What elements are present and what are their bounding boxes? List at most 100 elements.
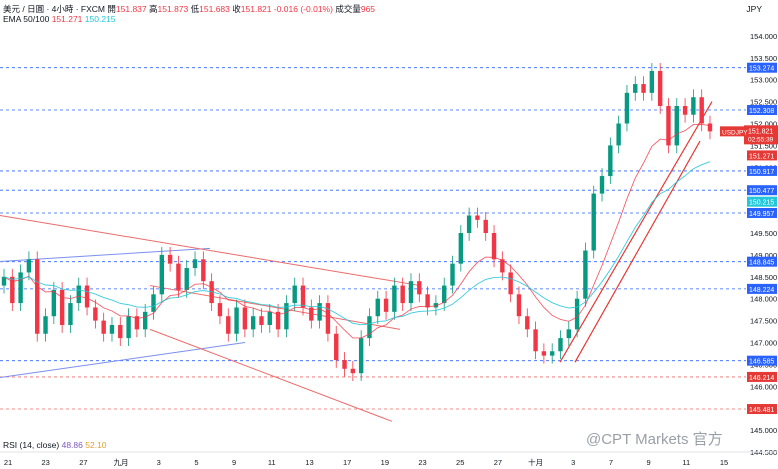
volume-label: 成交量 — [335, 4, 361, 14]
candle-body — [608, 145, 613, 177]
ema100-price-tag — [747, 196, 777, 207]
rsi-label: RSI (14, close) — [3, 440, 60, 450]
volume-value: 965 — [360, 4, 376, 14]
candle-body — [533, 329, 538, 352]
candle-body — [400, 285, 405, 304]
price-level-tag — [747, 256, 777, 267]
candle-body — [68, 303, 73, 325]
candle-body — [26, 259, 32, 273]
candle-body — [657, 70, 663, 106]
candle-body — [425, 294, 430, 308]
price-level-label: 148.845 — [749, 260, 774, 267]
channel-bottom-line — [0, 342, 246, 379]
price-level-tag — [747, 185, 777, 196]
price-level-label: 149.957 — [749, 211, 774, 218]
candle-body — [633, 84, 638, 93]
y-tick-label: 153.500 — [750, 54, 777, 63]
low-value: 151.683 — [199, 4, 230, 14]
y-tick-label: 154.000 — [750, 32, 777, 41]
x-tick-label: 3 — [571, 458, 575, 467]
y-tick-label: 148.000 — [750, 295, 777, 304]
currency-label: JPY — [746, 4, 762, 14]
close-label: 收 — [232, 4, 241, 14]
candle-body — [76, 285, 81, 304]
candle-body — [682, 105, 688, 115]
rsi-value-1: 48.86 — [61, 440, 83, 450]
x-tick-label: 11 — [682, 458, 690, 467]
countdown-timer: 02:55:39 — [748, 136, 774, 143]
candle-body — [541, 351, 547, 356]
candle-body — [574, 298, 580, 330]
candle-body — [259, 316, 264, 325]
y-tick-label: 147.000 — [750, 339, 777, 348]
price-level-label: 150.917 — [749, 169, 774, 176]
rsi-legend[interactable]: RSI (14, close) 48.86 52.10 — [3, 440, 107, 450]
price-level-label: 153.274 — [749, 66, 774, 73]
y-tick-label: 145.000 — [750, 426, 777, 435]
candle-body — [450, 263, 455, 286]
ohlc-header: 美元 / 日圓 · 4小時 · FXCM 開151.837 高151.873 低… — [3, 3, 375, 15]
ema-legend[interactable]: EMA 50/100 151.271 150.215 — [3, 14, 116, 24]
ema50-price-label: 151.271 — [749, 153, 774, 160]
price-level-tag — [747, 371, 777, 382]
candle-body — [358, 338, 364, 374]
ema100-value: 150.215 — [84, 14, 116, 24]
open-value: 151.837 — [115, 4, 147, 14]
candle-body — [10, 276, 15, 304]
price-axis-bg — [746, 0, 778, 469]
x-tick-label: 23 — [42, 458, 50, 467]
price-level-label: 146.585 — [749, 359, 774, 366]
x-tick-label: 3 — [157, 458, 161, 467]
price-level-tag — [747, 62, 777, 73]
symbol-title: 美元 / 日圓 · 4小時 · FXCM — [3, 4, 106, 14]
candle-body — [599, 176, 605, 194]
candle-body — [583, 250, 588, 299]
y-tick-label: 151.500 — [750, 141, 777, 150]
last-price-tag — [744, 125, 778, 145]
candle-body — [375, 298, 380, 317]
candle-body — [691, 97, 696, 115]
candle-body — [134, 316, 140, 330]
rsi-value-2: 52.10 — [85, 440, 107, 450]
candle-body — [516, 294, 522, 317]
price-level-tag — [747, 355, 777, 366]
candle-body — [109, 324, 115, 334]
candle-body — [267, 311, 272, 325]
ema50-price-tag — [747, 150, 777, 161]
candle-body — [84, 285, 90, 308]
candle-body — [408, 281, 414, 304]
candle-body — [641, 84, 646, 93]
price-level-tag — [747, 207, 777, 218]
candle-body — [392, 285, 397, 312]
candle-body — [126, 316, 131, 339]
x-tick-label: 九月 — [114, 458, 129, 467]
candle-body — [217, 303, 223, 317]
high-value: 151.873 — [157, 4, 189, 14]
last-price-value: 151.821 — [748, 128, 773, 135]
y-tick-label: 149.500 — [750, 229, 777, 238]
candle-body — [525, 316, 530, 330]
y-tick-label: 146.000 — [750, 382, 777, 391]
ema50-value: 151.271 — [51, 14, 83, 24]
candle-body — [699, 97, 704, 124]
candle-body — [317, 303, 322, 321]
candle-body — [35, 259, 40, 334]
x-tick-label: 11 — [268, 458, 276, 467]
price-level-label: 150.477 — [749, 188, 774, 195]
ema100-line — [3, 161, 711, 326]
candle-body — [284, 303, 289, 330]
y-tick-label: 152.000 — [750, 120, 777, 129]
candle-body — [591, 193, 596, 251]
y-tick-label: 148.500 — [750, 273, 777, 282]
candle-body — [93, 307, 98, 321]
candle-body — [18, 272, 23, 304]
candle-body — [275, 311, 281, 330]
change-value: -0.016 (-0.01%) — [273, 4, 333, 14]
candle-body — [649, 70, 655, 93]
candle-body — [500, 259, 505, 273]
candle-body — [616, 123, 621, 146]
x-tick-label: 15 — [720, 458, 728, 467]
uptrend-line-2 — [574, 140, 701, 363]
